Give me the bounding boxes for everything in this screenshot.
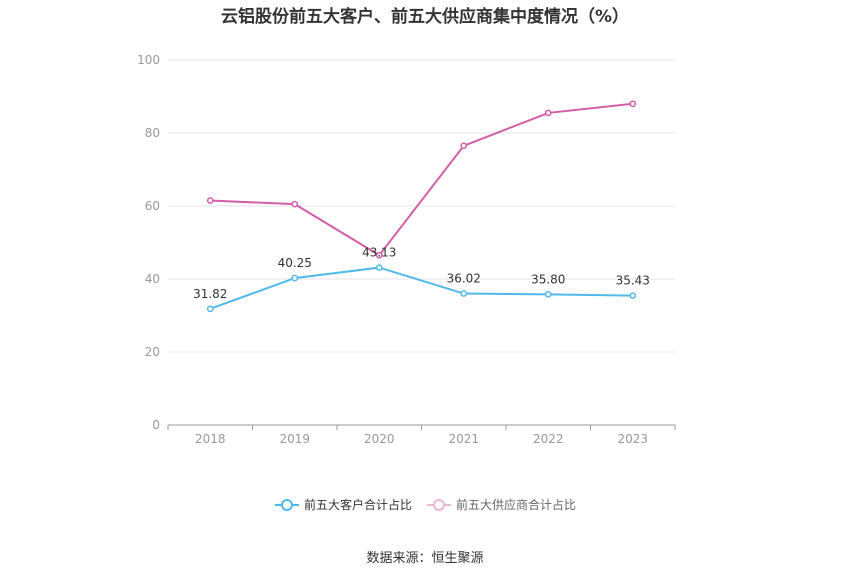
data-point xyxy=(460,142,468,150)
y-tick-label: 20 xyxy=(145,345,160,359)
x-tick-label: 2019 xyxy=(279,432,310,446)
x-tick-label: 2021 xyxy=(448,432,479,446)
x-tick-label: 2023 xyxy=(617,432,648,446)
legend-item-customers[interactable]: 前五大客户合计占比 xyxy=(274,496,412,513)
y-axis-ticks: 0 20 40 60 80 100 xyxy=(137,53,160,432)
data-point xyxy=(629,100,637,108)
data-label: 31.82 xyxy=(193,287,227,301)
data-point xyxy=(291,200,299,208)
data-point xyxy=(206,197,214,204)
data-labels: 31.82 40.25 43.13 36.02 35.80 35.43 xyxy=(193,246,650,301)
data-label: 35.43 xyxy=(616,274,650,288)
data-point xyxy=(206,305,214,313)
y-tick-label: 60 xyxy=(145,199,160,213)
x-axis: 2018 2019 2020 2021 2022 2023 xyxy=(167,424,676,446)
series-layer xyxy=(206,100,637,313)
y-tick-label: 0 xyxy=(152,418,160,432)
chart-title: 云铝股份前五大客户、前五大供应商集中度情况（%） xyxy=(220,7,630,27)
data-point xyxy=(629,292,637,300)
data-label: 35.80 xyxy=(531,272,565,286)
series-line xyxy=(210,102,633,257)
source-note: 数据来源：恒生聚源 xyxy=(366,551,484,566)
y-tick-label: 100 xyxy=(137,53,160,67)
data-point xyxy=(544,290,552,298)
data-point xyxy=(375,251,383,259)
data-label: 36.02 xyxy=(447,272,481,286)
series-line xyxy=(209,266,633,310)
grid-lines xyxy=(168,59,675,353)
data-label: 43.13 xyxy=(362,246,396,260)
x-tick-label: 2020 xyxy=(364,432,395,446)
data-point xyxy=(375,264,383,271)
x-tick-label: 2018 xyxy=(195,432,226,446)
legend: 前五大客户合计占比 前五大供应商合计占比 xyxy=(0,496,850,513)
data-point xyxy=(544,109,552,117)
legend-label: 前五大供应商合计占比 xyxy=(456,498,577,512)
data-label: 40.25 xyxy=(278,256,312,270)
legend-label: 前五大客户合计占比 xyxy=(303,498,412,512)
y-tick-label: 40 xyxy=(145,272,160,286)
data-point xyxy=(291,274,299,282)
legend-line-marker-icon xyxy=(427,498,451,511)
legend-item-suppliers[interactable]: 前五大供应商合计占比 xyxy=(426,496,576,513)
y-tick-label: 80 xyxy=(145,126,160,140)
x-tick-label: 2022 xyxy=(533,432,564,446)
data-point xyxy=(460,290,468,297)
legend-line-marker-icon xyxy=(274,498,299,511)
